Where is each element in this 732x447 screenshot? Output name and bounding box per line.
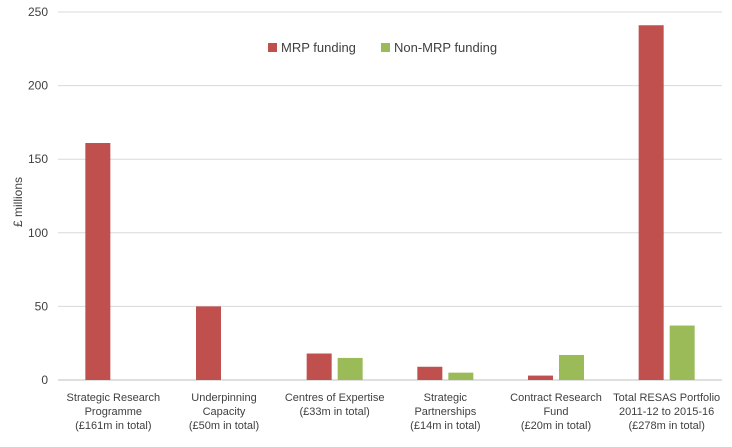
x-category-label: Contract Research Fund (£20m in total) [510,392,602,432]
y-tick-label: 250 [28,5,48,19]
bar-mrp [528,375,553,380]
legend-swatch [268,43,277,52]
bar-mrp [638,25,664,381]
bar-mrp [306,353,332,380]
legend-label: MRP funding [281,40,356,55]
x-axis-categories: Strategic Research Programme (£161m in tot… [67,392,721,432]
legend: MRP funding Non-MRP funding [268,40,497,55]
bar-mrp [85,143,111,380]
bar-non-mrp [559,354,584,380]
x-category-label: Centres of Expertise (£33m in total) [285,392,385,418]
y-tick-label: 50 [35,299,49,313]
y-axis-title: £ millions [11,177,25,227]
bar-non-mrp [669,325,695,380]
y-tick-label: 0 [41,373,48,387]
legend-swatch [381,43,390,52]
x-category-label: Underpinning Capacity (£50m in total) [189,392,259,432]
x-category-label: Strategic Research Programme (£161m in tot… [67,392,161,432]
bars [85,25,695,381]
y-tick-label: 100 [28,226,48,240]
bar-mrp [196,306,221,380]
y-tick-label: 200 [28,79,48,93]
x-category-label: Strategic Partnerships (£14m in total) [410,392,480,432]
x-category-label: Total RESAS Portfolio 2011-12 to 2015-16(… [613,392,720,432]
y-tick-label: 150 [28,152,48,166]
bar-non-mrp [448,372,474,380]
legend-label: Non-MRP funding [394,40,497,55]
bar-non-mrp [337,357,363,380]
bar-mrp [417,366,443,380]
gridlines [58,11,722,381]
y-axis-ticks: 0 50 100 150 200 250 [28,5,48,387]
